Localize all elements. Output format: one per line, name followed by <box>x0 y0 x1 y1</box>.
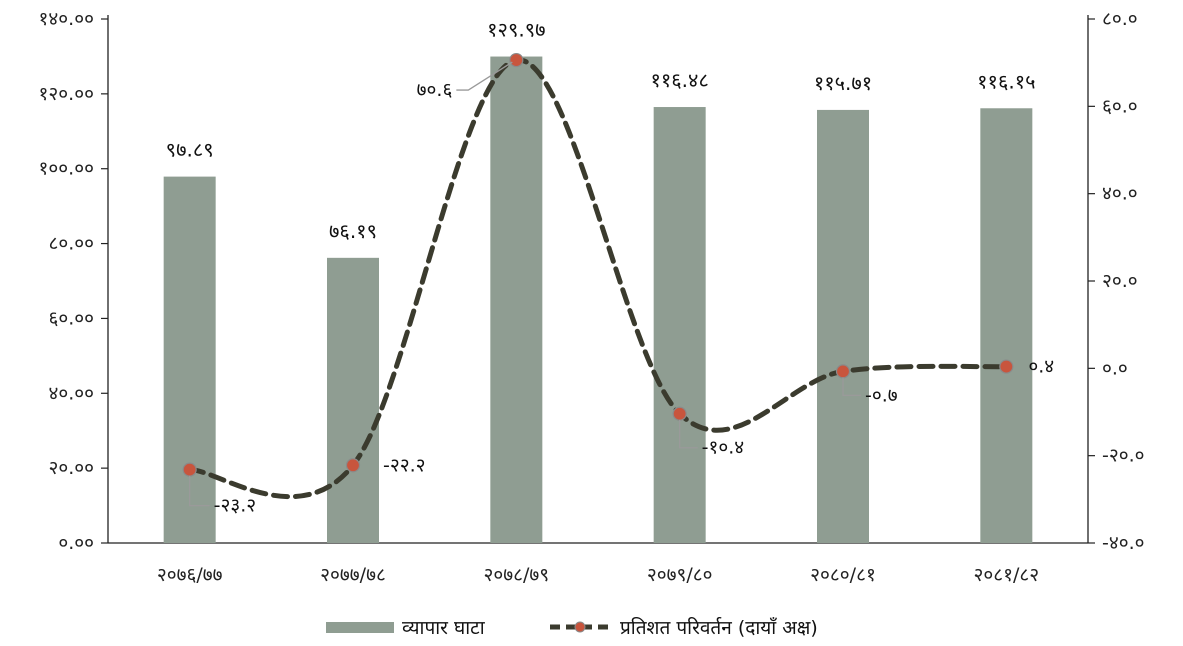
bar-value-label: ७६.१९ <box>329 219 377 243</box>
line-value-label: -०.७ <box>865 384 898 406</box>
bar <box>980 108 1033 543</box>
bar-value-label: ११६.१५ <box>977 69 1035 93</box>
x-axis-category-label: २०८०/८१ <box>810 564 876 586</box>
line-value-label: -२३.२ <box>214 495 257 517</box>
line-marker <box>672 406 687 421</box>
bar <box>490 56 543 543</box>
left-axis-tick-label: ४०.०० <box>48 382 94 404</box>
x-axis-category-label: २०७९/८० <box>647 564 713 586</box>
bar <box>817 109 869 543</box>
bar <box>653 107 706 544</box>
line-value-label: -२२.२ <box>383 454 426 476</box>
right-axis-tick-label: ६०.० <box>1102 95 1138 117</box>
bar-value-label: १२९.९७ <box>487 18 545 42</box>
right-axis-tick-label: ४०.० <box>1102 183 1138 205</box>
x-axis-category-label: २०७७/७८ <box>320 564 386 586</box>
line-value-label: ०.४ <box>1028 356 1054 378</box>
x-axis-category-label: २०८१/८२ <box>973 564 1039 586</box>
legend-item-line: प्रतिशत परिवर्तन (दायाँ अक्ष) <box>548 614 818 640</box>
line-series <box>187 57 1009 500</box>
left-axis-tick-label: १२०.०० <box>39 83 94 105</box>
legend-line-label: प्रतिशत परिवर्तन (दायाँ अक्ष) <box>620 617 818 639</box>
line-marker <box>835 364 851 379</box>
legend-item-bar: व्यापार घाटा <box>326 614 485 640</box>
x-axis-category-label: २०७६/७७ <box>157 564 223 586</box>
right-axis-tick-label: २०.० <box>1102 270 1138 292</box>
legend-bar-swatch <box>326 621 394 633</box>
line-value-label: -१०.४ <box>702 437 745 459</box>
left-axis-tick-label: १००.०० <box>39 158 94 180</box>
chart-axes: ०.०० २०.०० ४०.०० ६०.०० ८०.०० १००.०० १२०.०० १४०.… <box>39 8 1145 554</box>
left-axis-tick-label: ८०.०० <box>48 233 94 255</box>
x-axis-tick-labels: २०७६/७७ २०७७/७८ २०७८/७९ २०७९/८० २०८०/८१ २०८१/… <box>157 564 1039 586</box>
line-markers <box>182 52 1014 477</box>
right-axis-tick-label: ८०.० <box>1102 8 1138 30</box>
right-axis-tick-label: ०.० <box>1102 357 1128 379</box>
line-data-labels: -२३.२ -२२.२ ७०.६ -१०.४ -०.७ ०.४ <box>189 61 1054 517</box>
chart-legend: व्यापार घाटा प्रतिशत परिवर्तन (दायाँ अक्… <box>0 614 1183 644</box>
left-axis-tick-label: २०.०० <box>48 457 94 479</box>
right-axis-tick-label: -४०.० <box>1102 532 1145 554</box>
bar-series <box>163 56 1033 544</box>
x-axis-category-label: २०७८/७९ <box>483 564 549 586</box>
data-label-leader <box>189 475 210 507</box>
legend-bar-label: व्यापार घाटा <box>402 617 485 639</box>
bar-value-label: ११५.७१ <box>814 71 872 95</box>
data-label-leader <box>456 61 513 91</box>
data-label-leader <box>679 419 698 449</box>
bar-value-label: ११६.४८ <box>650 68 708 92</box>
left-axis-tick-label: ०.०० <box>58 532 94 554</box>
line-marker <box>182 462 197 477</box>
left-axis-tick-label: १४०.०० <box>39 8 94 30</box>
line-marker <box>345 458 361 473</box>
left-axis-tick-label: ६०.०० <box>48 307 94 329</box>
right-axis-tick-label: -२०.० <box>1102 445 1145 467</box>
percent-change-line <box>187 57 1009 500</box>
data-label-leader <box>842 377 861 397</box>
line-marker <box>999 359 1014 374</box>
legend-line-swatch <box>550 621 610 633</box>
line-value-label: ७०.६ <box>417 79 453 101</box>
bar-value-label: ९७.८९ <box>166 138 214 162</box>
bar-data-labels: ९७.८९ ७६.१९ १२९.९७ ११६.४८ ११५.७१ ११६.१५ <box>166 18 1036 243</box>
bar <box>327 257 379 543</box>
line-marker <box>509 52 524 68</box>
